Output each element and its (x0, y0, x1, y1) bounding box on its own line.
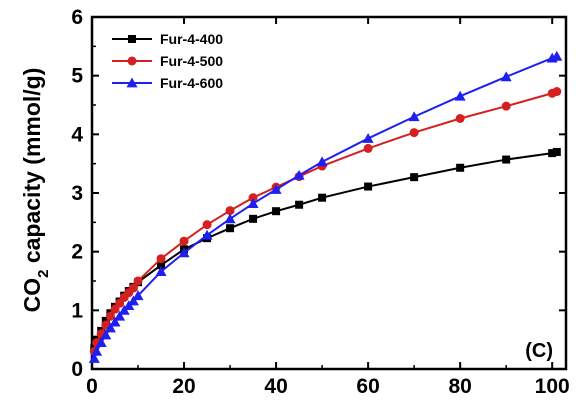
x-tick-label: 20 (172, 375, 195, 398)
y-tick-label: 6 (71, 6, 83, 29)
data-point (247, 198, 259, 208)
legend-label: Fur-4-600 (160, 75, 223, 91)
data-point (456, 163, 465, 172)
data-point (548, 149, 557, 158)
data-point (293, 169, 305, 180)
data-point (270, 183, 282, 194)
data-point (249, 214, 258, 223)
data-point (552, 147, 561, 156)
y-axis-title: CO2 capacity (mmol/g) (19, 68, 52, 313)
y-tick-label: 5 (71, 65, 83, 88)
y-axis-title-subscript: 2 (35, 270, 52, 278)
legend-label: Fur-4-500 (160, 53, 223, 69)
data-point (295, 200, 304, 209)
data-point (157, 261, 166, 270)
legend-marker (127, 56, 137, 66)
data-point (100, 329, 112, 340)
data-point (202, 220, 212, 230)
legend-item: Fur-4-500 (112, 53, 223, 69)
panel-label: (C) (525, 340, 553, 362)
data-point (410, 173, 419, 182)
data-point (500, 71, 512, 82)
data-point (364, 182, 373, 191)
y-axis-title-main: CO (19, 278, 45, 313)
series-line (93, 150, 558, 349)
series-line (93, 55, 558, 359)
series-fur-4-400 (90, 147, 561, 353)
legend-marker (126, 77, 138, 88)
data-point (104, 322, 116, 333)
y-axis-title-rest: capacity (mmol/g) (19, 68, 45, 270)
data-point (408, 111, 420, 122)
data-point (155, 266, 167, 277)
data-point (225, 206, 235, 216)
data-point (178, 247, 190, 258)
plot-frame (90, 15, 568, 371)
data-point (501, 101, 511, 111)
data-point (132, 290, 144, 301)
data-point (409, 128, 419, 138)
legend-label: Fur-4-400 (160, 31, 223, 47)
y-tick-label: 1 (71, 299, 83, 322)
data-point (248, 193, 258, 203)
data-point (95, 337, 107, 347)
series-layer (88, 50, 563, 363)
data-point (133, 276, 143, 286)
legend-item: Fur-4-600 (112, 75, 223, 91)
data-point (156, 254, 166, 264)
data-point (502, 155, 511, 164)
data-point (91, 345, 103, 356)
y-tick-label: 2 (71, 241, 83, 264)
x-tick-label: 80 (448, 375, 471, 398)
data-point (201, 229, 213, 240)
data-point (109, 316, 121, 327)
series-line (93, 90, 558, 352)
data-point (362, 132, 374, 143)
legend: Fur-4-400 Fur-4-500 Fur-4-600 (112, 31, 223, 91)
axes-layer: 0 20 40 60 80 100 0 1 2 3 4 5 6 (71, 6, 569, 398)
x-tick-label: 0 (86, 375, 98, 398)
y-tick-label: 3 (71, 182, 83, 205)
data-point (128, 283, 138, 293)
series-fur-4-600 (88, 50, 563, 363)
data-point (552, 87, 562, 97)
data-point (226, 224, 235, 233)
data-point (551, 50, 563, 61)
data-point (88, 352, 100, 363)
data-point (318, 193, 327, 202)
data-point (316, 156, 328, 167)
data-point (272, 207, 281, 216)
data-point (454, 90, 466, 101)
series-fur-4-500 (89, 87, 562, 356)
x-tick-label: 40 (264, 375, 287, 398)
data-point (455, 113, 465, 123)
x-tick-label: 60 (356, 375, 379, 398)
data-point (363, 143, 373, 153)
legend-marker (128, 35, 136, 43)
data-point (105, 311, 115, 321)
data-point (127, 295, 139, 306)
data-point (224, 213, 236, 224)
data-point (114, 310, 126, 321)
y-tick-label: 4 (71, 123, 83, 146)
data-point (179, 236, 189, 246)
legend-item: Fur-4-400 (112, 31, 223, 47)
x-tick-label: 100 (535, 375, 570, 398)
y-tick-label: 0 (71, 358, 83, 381)
